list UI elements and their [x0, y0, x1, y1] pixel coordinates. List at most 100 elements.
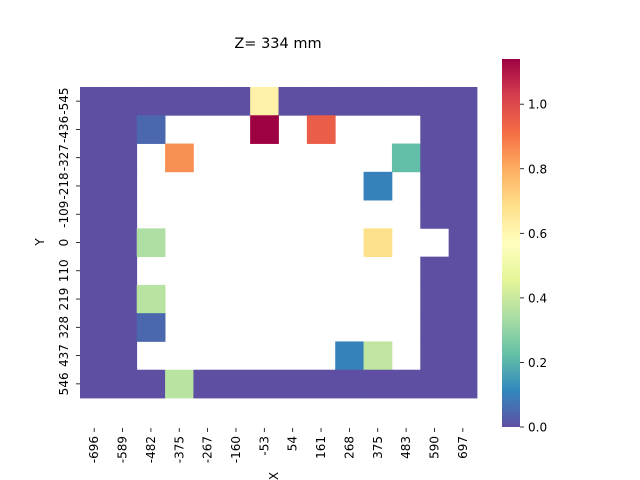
y-axis-label: Y — [33, 238, 47, 247]
heatmap-cell — [448, 341, 478, 371]
y-tick-label: 328 — [57, 316, 71, 339]
heatmap-cell — [420, 87, 450, 116]
heatmap-cell — [306, 87, 336, 116]
heatmap-cell — [448, 115, 478, 144]
x-tick-label: -589 — [116, 436, 130, 463]
heatmap-cell — [335, 341, 364, 371]
y-tick-label: 110 — [57, 259, 71, 282]
x-tick-label: -53 — [257, 436, 271, 456]
heatmap-cell — [80, 256, 109, 286]
heatmap-cell — [335, 87, 364, 116]
heatmap-cells — [80, 87, 478, 399]
chart-title: Z= 334 mm — [234, 36, 321, 52]
heatmap-cell — [193, 369, 223, 399]
heatmap-cell — [420, 313, 450, 342]
heatmap-cell — [108, 115, 138, 144]
heatmap-cell — [448, 171, 478, 201]
heatmap-cell — [136, 228, 166, 258]
heatmap-cell — [448, 369, 478, 399]
x-tick-label: 54 — [286, 436, 300, 451]
heatmap-cell — [108, 369, 138, 399]
heatmap-cell — [420, 284, 450, 314]
x-tick-label: 268 — [342, 436, 356, 459]
heatmap-cell — [420, 369, 450, 399]
y-tick-label: 0 — [57, 239, 71, 247]
heatmap-cell — [391, 87, 421, 116]
colorbar: 0.0 0.2 0.4 0.6 0.8 1.0 — [502, 59, 547, 435]
y-tick-label: 219 — [57, 288, 71, 311]
x-tick-label: 375 — [371, 436, 385, 459]
heatmap-cell — [448, 200, 478, 229]
heatmap-cell — [193, 87, 223, 116]
heatmap-cell — [363, 228, 393, 258]
heatmap-cell — [80, 115, 109, 144]
heatmap-cell — [136, 87, 166, 116]
colorbar-tick-label: 0.6 — [528, 227, 547, 241]
heatmap-cell — [250, 87, 279, 116]
x-tick-label: -267 — [201, 436, 215, 463]
heatmap-cell — [250, 115, 279, 144]
heatmap-cell — [278, 369, 308, 399]
y-tick-label: -436 — [57, 116, 71, 143]
colorbar-tick-label: 1.0 — [528, 98, 547, 112]
y-axis-ticks: -545-436-327-218 -109 0 110 219 328 437 546 — [57, 88, 80, 395]
colorbar-tick-label: 0.0 — [528, 421, 547, 435]
heatmap-cell — [221, 369, 251, 399]
x-tick-label: -696 — [87, 436, 101, 463]
y-tick-label: -109 — [57, 201, 71, 228]
heatmap-cell — [448, 313, 478, 342]
heatmap-cell — [80, 341, 109, 371]
heatmap-cell — [221, 87, 251, 116]
y-tick-label: -327 — [57, 144, 71, 171]
heatmap-cell — [420, 143, 450, 173]
heatmap-cell — [363, 171, 393, 201]
heatmap-cell — [165, 369, 194, 399]
heatmap-cell — [335, 369, 364, 399]
heatmap-cell — [306, 369, 336, 399]
colorbar-gradient — [502, 59, 520, 427]
colorbar-tick-label: 0.4 — [528, 291, 547, 305]
x-tick-label: 483 — [399, 436, 413, 459]
heatmap-cell — [391, 143, 421, 173]
heatmap-cell — [306, 115, 336, 144]
heatmap-cell — [108, 200, 138, 229]
heatmap-cell — [108, 171, 138, 201]
heatmap-cell — [420, 200, 450, 229]
heatmap-cell — [448, 284, 478, 314]
heatmap-cell — [165, 143, 194, 173]
heatmap-cell — [448, 256, 478, 286]
heatmap-cell — [108, 313, 138, 342]
heatmap-cell — [108, 143, 138, 173]
heatmap-cell — [108, 256, 138, 286]
heatmap-cell — [108, 87, 138, 116]
heatmap-cell — [250, 369, 279, 399]
y-tick-label: -545 — [57, 88, 71, 115]
heatmap-cell — [363, 87, 393, 116]
y-tick-label: -218 — [57, 172, 71, 199]
heatmap-cell — [363, 369, 393, 399]
y-tick-label: 546 — [57, 372, 71, 395]
heatmap-cell — [420, 341, 450, 371]
heatmap-cell — [420, 256, 450, 286]
heatmap-cell — [80, 284, 109, 314]
heatmap-cell — [136, 369, 166, 399]
x-tick-label: 161 — [314, 436, 328, 459]
heatmap-cell — [391, 369, 421, 399]
heatmap-cell — [80, 87, 109, 116]
heatmap-cell — [363, 341, 393, 371]
x-tick-label: -482 — [144, 436, 158, 463]
heatmap-cell — [448, 87, 478, 116]
heatmap-cell — [136, 313, 166, 342]
colorbar-tick-label: 0.2 — [528, 356, 547, 370]
colorbar-tick-label: 0.8 — [528, 162, 547, 176]
heatmap-cell — [420, 115, 450, 144]
heatmap-cell — [448, 228, 478, 258]
heatmap-cell — [80, 228, 109, 258]
heatmap-cell — [278, 87, 308, 116]
x-tick-label: 590 — [427, 436, 441, 459]
heatmap-cell — [108, 341, 138, 371]
heatmap-cell — [80, 171, 109, 201]
heatmap-cell — [80, 313, 109, 342]
heatmap-cell — [80, 200, 109, 229]
